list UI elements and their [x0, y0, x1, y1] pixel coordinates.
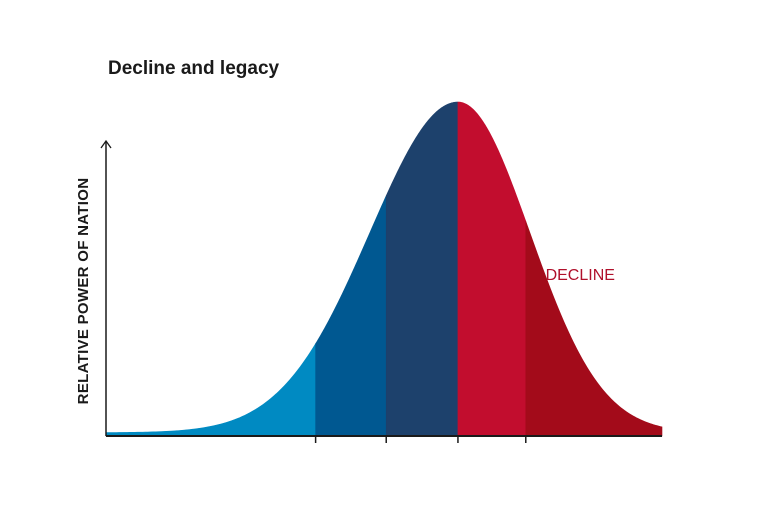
- curve-segment-3: [385, 101, 459, 437]
- curve-segment-1: [105, 342, 316, 437]
- y-axis-arrow-icon: [100, 139, 112, 149]
- x-axis-ticks: [314, 436, 527, 443]
- axes: [100, 139, 662, 443]
- chart-title: Decline and legacy: [108, 58, 280, 79]
- annotation-1: DECLINE: [546, 267, 615, 284]
- curve-segments: [105, 101, 663, 437]
- y-axis-label: RELATIVE POWER OF NATION: [75, 178, 92, 405]
- chart-annotations: DECLINE: [546, 267, 615, 284]
- curve-segment-5: [525, 221, 663, 437]
- curve-segment-4: [457, 101, 527, 437]
- curve-segment-2: [315, 195, 387, 437]
